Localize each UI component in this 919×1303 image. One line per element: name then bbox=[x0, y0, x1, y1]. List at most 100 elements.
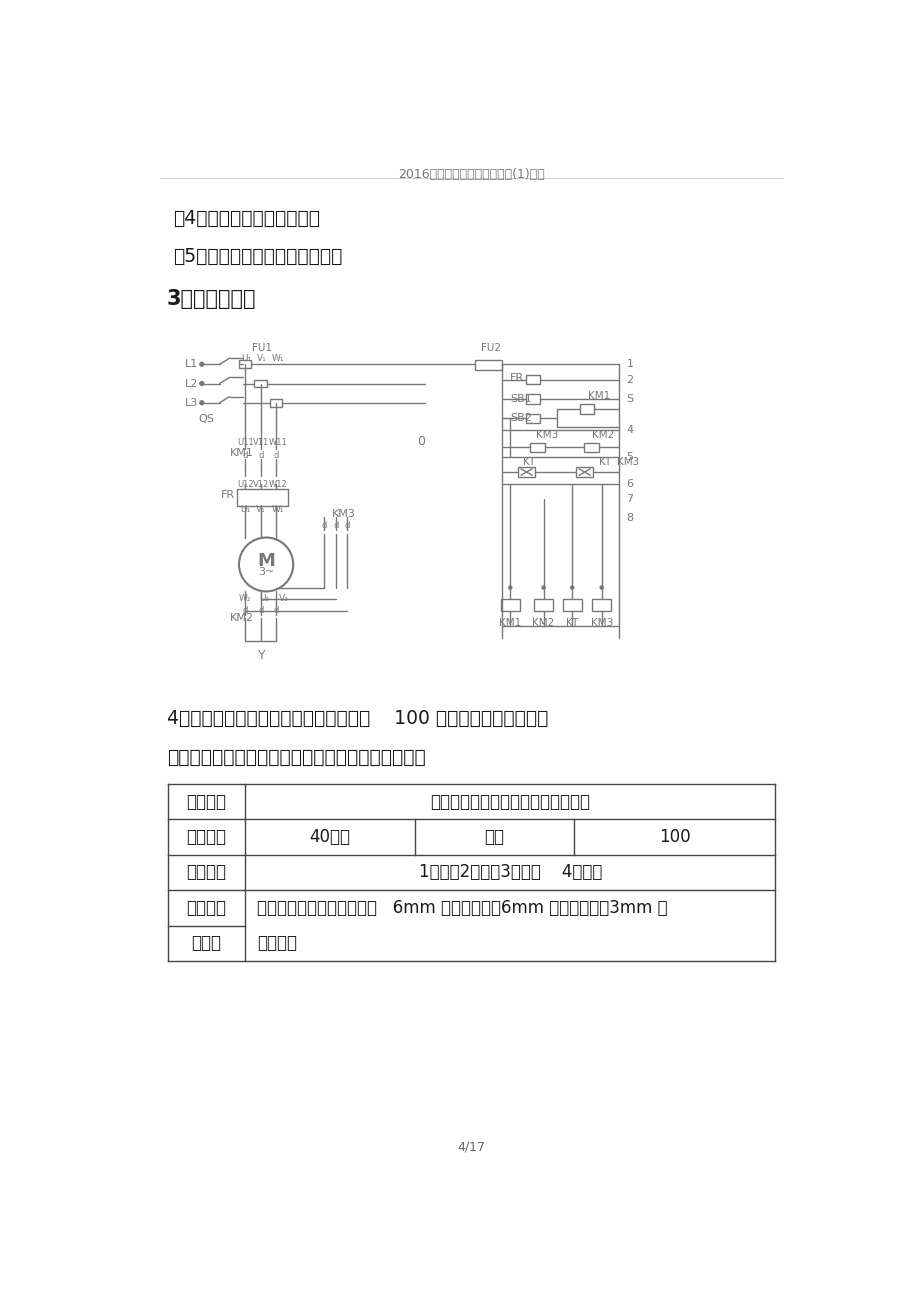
Text: 2: 2 bbox=[626, 375, 633, 384]
Text: W12: W12 bbox=[268, 480, 287, 489]
Text: 40分钟: 40分钟 bbox=[309, 827, 350, 846]
Text: KM1: KM1 bbox=[230, 448, 254, 457]
Text: 工具资料: 工具资料 bbox=[187, 899, 226, 917]
Text: QS: QS bbox=[199, 414, 214, 425]
Text: （4）线路不同意有交错点。: （4）线路不同意有交错点。 bbox=[173, 208, 320, 228]
Text: 考试时间: 考试时间 bbox=[187, 827, 226, 846]
Text: KM3: KM3 bbox=[617, 456, 639, 466]
Text: KM2: KM2 bbox=[532, 619, 554, 628]
Text: W₂: W₂ bbox=[239, 594, 251, 603]
Text: U₁: U₁ bbox=[240, 506, 250, 515]
Text: FU2: FU2 bbox=[481, 343, 500, 353]
Text: 7: 7 bbox=[626, 494, 633, 504]
Text: FR: FR bbox=[221, 490, 235, 500]
Text: U₁: U₁ bbox=[242, 354, 252, 364]
Text: 0: 0 bbox=[416, 435, 425, 448]
Text: U₂: U₂ bbox=[259, 594, 269, 603]
Text: 备场所: 备场所 bbox=[191, 934, 221, 952]
Circle shape bbox=[541, 586, 545, 589]
Text: 的规范性及合理性由评分小组进行打分，详见下表：: 的规范性及合理性由评分小组进行打分，详见下表： bbox=[166, 748, 425, 766]
Bar bbox=[525, 395, 539, 404]
Bar bbox=[592, 599, 610, 611]
Text: d: d bbox=[345, 521, 350, 530]
Text: 1: 1 bbox=[626, 360, 633, 369]
Text: 2016年电工技术比武大赛试题(1)分析: 2016年电工技术比武大赛试题(1)分析 bbox=[398, 168, 544, 181]
Text: 6: 6 bbox=[626, 478, 633, 489]
Circle shape bbox=[599, 586, 603, 589]
Text: 4/17: 4/17 bbox=[457, 1140, 485, 1153]
Text: U12: U12 bbox=[236, 480, 254, 489]
Text: KM3: KM3 bbox=[536, 430, 558, 439]
Circle shape bbox=[570, 586, 573, 589]
Text: 得分: 得分 bbox=[483, 827, 504, 846]
Text: S: S bbox=[626, 394, 633, 404]
Text: 5: 5 bbox=[626, 452, 633, 461]
Text: SB1: SB1 bbox=[510, 394, 531, 404]
Text: KM1: KM1 bbox=[587, 391, 610, 401]
Text: 3~: 3~ bbox=[257, 567, 274, 577]
Bar bbox=[525, 375, 539, 384]
Text: L3: L3 bbox=[185, 397, 198, 408]
Text: 设工具：剥线陡、尖嘴陡、   6mm 一字螺丝刀、6mm 十字螺丝刀、3mm 十: 设工具：剥线陡、尖嘴陡、 6mm 一字螺丝刀、6mm 十字螺丝刀、3mm 十 bbox=[256, 899, 666, 917]
Text: d: d bbox=[322, 521, 326, 530]
Circle shape bbox=[199, 382, 203, 386]
Bar bbox=[475, 361, 502, 370]
Text: 8: 8 bbox=[626, 513, 633, 524]
Text: 字螺丝刀: 字螺丝刀 bbox=[256, 934, 297, 952]
Text: KM2: KM2 bbox=[230, 614, 254, 623]
Text: d: d bbox=[273, 451, 278, 460]
Text: V12: V12 bbox=[253, 480, 268, 489]
Text: W₁: W₁ bbox=[271, 354, 284, 364]
Bar bbox=[575, 468, 593, 477]
Bar bbox=[255, 379, 267, 387]
Text: V₁: V₁ bbox=[257, 354, 267, 364]
Text: d: d bbox=[243, 451, 247, 460]
Text: W₁: W₁ bbox=[271, 506, 284, 515]
Bar bbox=[239, 361, 251, 369]
Text: V11: V11 bbox=[253, 438, 268, 447]
Text: KT: KT bbox=[565, 619, 578, 628]
Text: 4、本次比武的评分方式为打分制，总分    100 分，严格依据电气操作: 4、本次比武的评分方式为打分制，总分 100 分，严格依据电气操作 bbox=[166, 709, 548, 728]
Bar bbox=[534, 599, 552, 611]
Text: KT: KT bbox=[523, 456, 535, 466]
Text: d: d bbox=[257, 606, 263, 615]
Text: 考试项目: 考试项目 bbox=[187, 864, 226, 881]
Text: KM1: KM1 bbox=[499, 619, 521, 628]
Bar bbox=[579, 404, 594, 413]
Text: 4: 4 bbox=[626, 425, 633, 435]
Text: d: d bbox=[333, 521, 338, 530]
Text: Y: Y bbox=[258, 649, 266, 662]
Text: （5）做到工完、料净、场所清。: （5）做到工完、料净、场所清。 bbox=[173, 248, 342, 266]
Text: W11: W11 bbox=[268, 438, 287, 447]
Bar bbox=[269, 399, 282, 407]
Bar bbox=[501, 599, 519, 611]
Bar bbox=[525, 413, 539, 422]
Text: M: M bbox=[257, 551, 275, 569]
Text: KM3: KM3 bbox=[332, 509, 356, 520]
Bar bbox=[237, 489, 288, 506]
Text: KT: KT bbox=[598, 456, 611, 466]
Bar bbox=[529, 443, 545, 452]
Text: SB2: SB2 bbox=[510, 413, 531, 423]
Bar bbox=[517, 468, 535, 477]
Text: KM3: KM3 bbox=[590, 619, 612, 628]
Circle shape bbox=[199, 362, 203, 366]
Text: 100: 100 bbox=[658, 827, 689, 846]
Text: FR: FR bbox=[510, 373, 524, 383]
Bar bbox=[584, 443, 598, 452]
Text: d: d bbox=[243, 606, 247, 615]
Text: 3、接线原理图: 3、接线原理图 bbox=[166, 289, 256, 309]
Circle shape bbox=[199, 401, 203, 405]
Circle shape bbox=[508, 586, 511, 589]
Text: 电机星三角启动控制线路配盘安装。: 电机星三角启动控制线路配盘安装。 bbox=[430, 792, 590, 810]
Text: KM2: KM2 bbox=[592, 430, 614, 439]
Text: d: d bbox=[273, 606, 278, 615]
Text: FU1: FU1 bbox=[252, 343, 272, 353]
Text: V₁: V₁ bbox=[255, 506, 266, 515]
Text: V₂: V₂ bbox=[278, 594, 289, 603]
Text: d: d bbox=[257, 451, 263, 460]
Text: U11: U11 bbox=[236, 438, 254, 447]
Bar bbox=[562, 599, 581, 611]
Text: 项目名称: 项目名称 bbox=[187, 792, 226, 810]
Text: L1: L1 bbox=[185, 360, 198, 369]
